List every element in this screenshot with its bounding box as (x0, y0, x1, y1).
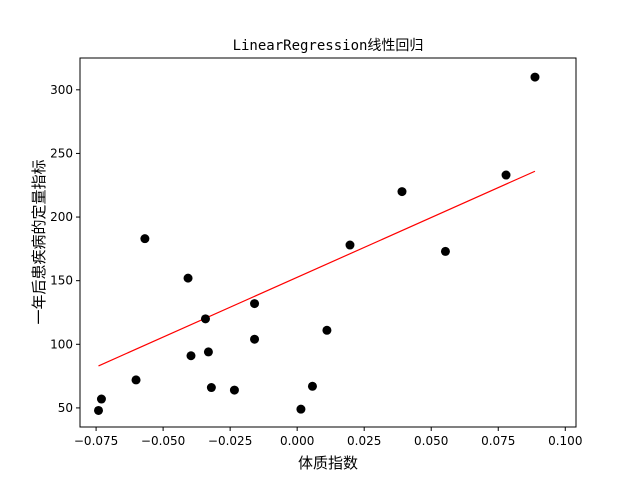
data-point (296, 404, 306, 414)
data-point (397, 187, 407, 197)
x-tick-label: −0.075 (74, 434, 118, 448)
regression-line (98, 170, 536, 367)
x-tick-label: 0.000 (280, 434, 314, 448)
data-point (250, 299, 260, 309)
data-point (200, 314, 210, 324)
data-point (530, 72, 540, 82)
x-tick-label: −0.050 (141, 434, 185, 448)
data-point (93, 405, 103, 415)
data-point (140, 234, 150, 244)
data-point (131, 375, 141, 385)
data-point (203, 347, 213, 357)
y-tick-label: 300 (50, 83, 73, 97)
data-point (307, 381, 317, 391)
x-tick-label: 0.100 (548, 434, 582, 448)
y-axis: 50 100 150 200 250 300 (50, 83, 80, 415)
y-tick-label: 50 (58, 401, 73, 415)
data-point (183, 273, 193, 283)
y-tick-label: 150 (50, 274, 73, 288)
x-axis-label: 体质指数 (298, 454, 358, 472)
x-tick-label: −0.025 (208, 434, 252, 448)
x-tick-label: 0.075 (481, 434, 515, 448)
y-tick-label: 100 (50, 337, 73, 351)
x-tick-label: 0.050 (414, 434, 448, 448)
y-tick-label: 250 (50, 146, 73, 160)
plot-marks (93, 72, 540, 415)
data-point (250, 334, 260, 344)
data-point (345, 240, 355, 250)
x-axis: −0.075 −0.050 −0.025 0.000 0.025 0.050 0.075 0.… (74, 427, 582, 448)
data-point (96, 394, 106, 404)
data-point (501, 170, 511, 180)
x-tick-label: 0.025 (347, 434, 381, 448)
chart-title: LinearRegression线性回归 (233, 37, 424, 54)
plot-frame (79, 57, 577, 428)
data-point (440, 246, 450, 256)
data-point (186, 351, 196, 361)
y-axis-label: 一年后患疾病的定量指标 (30, 159, 48, 324)
data-point (229, 385, 239, 395)
data-point (322, 325, 332, 335)
data-point (206, 383, 216, 393)
y-tick-label: 200 (50, 210, 73, 224)
